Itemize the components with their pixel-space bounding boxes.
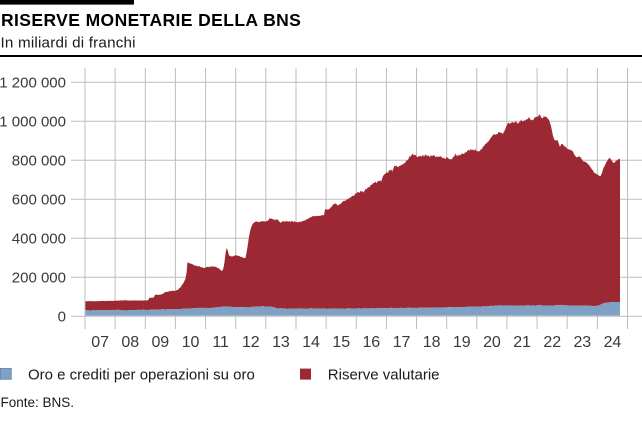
svg-text:24: 24 bbox=[604, 334, 622, 351]
svg-text:09: 09 bbox=[151, 334, 169, 351]
svg-text:1 200 000: 1 200 000 bbox=[0, 74, 66, 91]
svg-text:200 000: 200 000 bbox=[12, 269, 66, 286]
svg-text:In miliardi di franchi: In miliardi di franchi bbox=[1, 35, 136, 52]
svg-text:15: 15 bbox=[332, 334, 350, 351]
svg-text:14: 14 bbox=[302, 334, 320, 351]
svg-text:07: 07 bbox=[91, 334, 109, 351]
svg-text:11: 11 bbox=[212, 334, 229, 351]
svg-text:400 000: 400 000 bbox=[12, 230, 66, 247]
svg-text:1 000 000: 1 000 000 bbox=[0, 113, 66, 130]
svg-text:Fonte: BNS.: Fonte: BNS. bbox=[1, 395, 75, 410]
svg-text:21: 21 bbox=[513, 334, 531, 351]
svg-text:10: 10 bbox=[182, 334, 200, 351]
svg-text:600 000: 600 000 bbox=[12, 191, 66, 208]
svg-text:800 000: 800 000 bbox=[12, 152, 66, 169]
svg-text:13: 13 bbox=[272, 334, 290, 351]
svg-text:20: 20 bbox=[483, 334, 501, 351]
svg-text:08: 08 bbox=[121, 334, 139, 351]
svg-text:12: 12 bbox=[242, 334, 260, 351]
svg-text:16: 16 bbox=[362, 334, 380, 351]
svg-text:Oro e crediti per operazioni s: Oro e crediti per operazioni su oro bbox=[28, 367, 255, 384]
svg-text:0: 0 bbox=[58, 308, 66, 325]
svg-text:19: 19 bbox=[453, 334, 471, 351]
svg-text:18: 18 bbox=[423, 334, 441, 351]
svg-text:RISERVE MONETARIE DELLA BNS: RISERVE MONETARIE DELLA BNS bbox=[1, 10, 301, 30]
svg-text:23: 23 bbox=[573, 334, 591, 351]
svg-text:22: 22 bbox=[543, 334, 561, 351]
svg-text:17: 17 bbox=[393, 334, 411, 351]
svg-text:Riserve valutarie: Riserve valutarie bbox=[328, 367, 440, 384]
